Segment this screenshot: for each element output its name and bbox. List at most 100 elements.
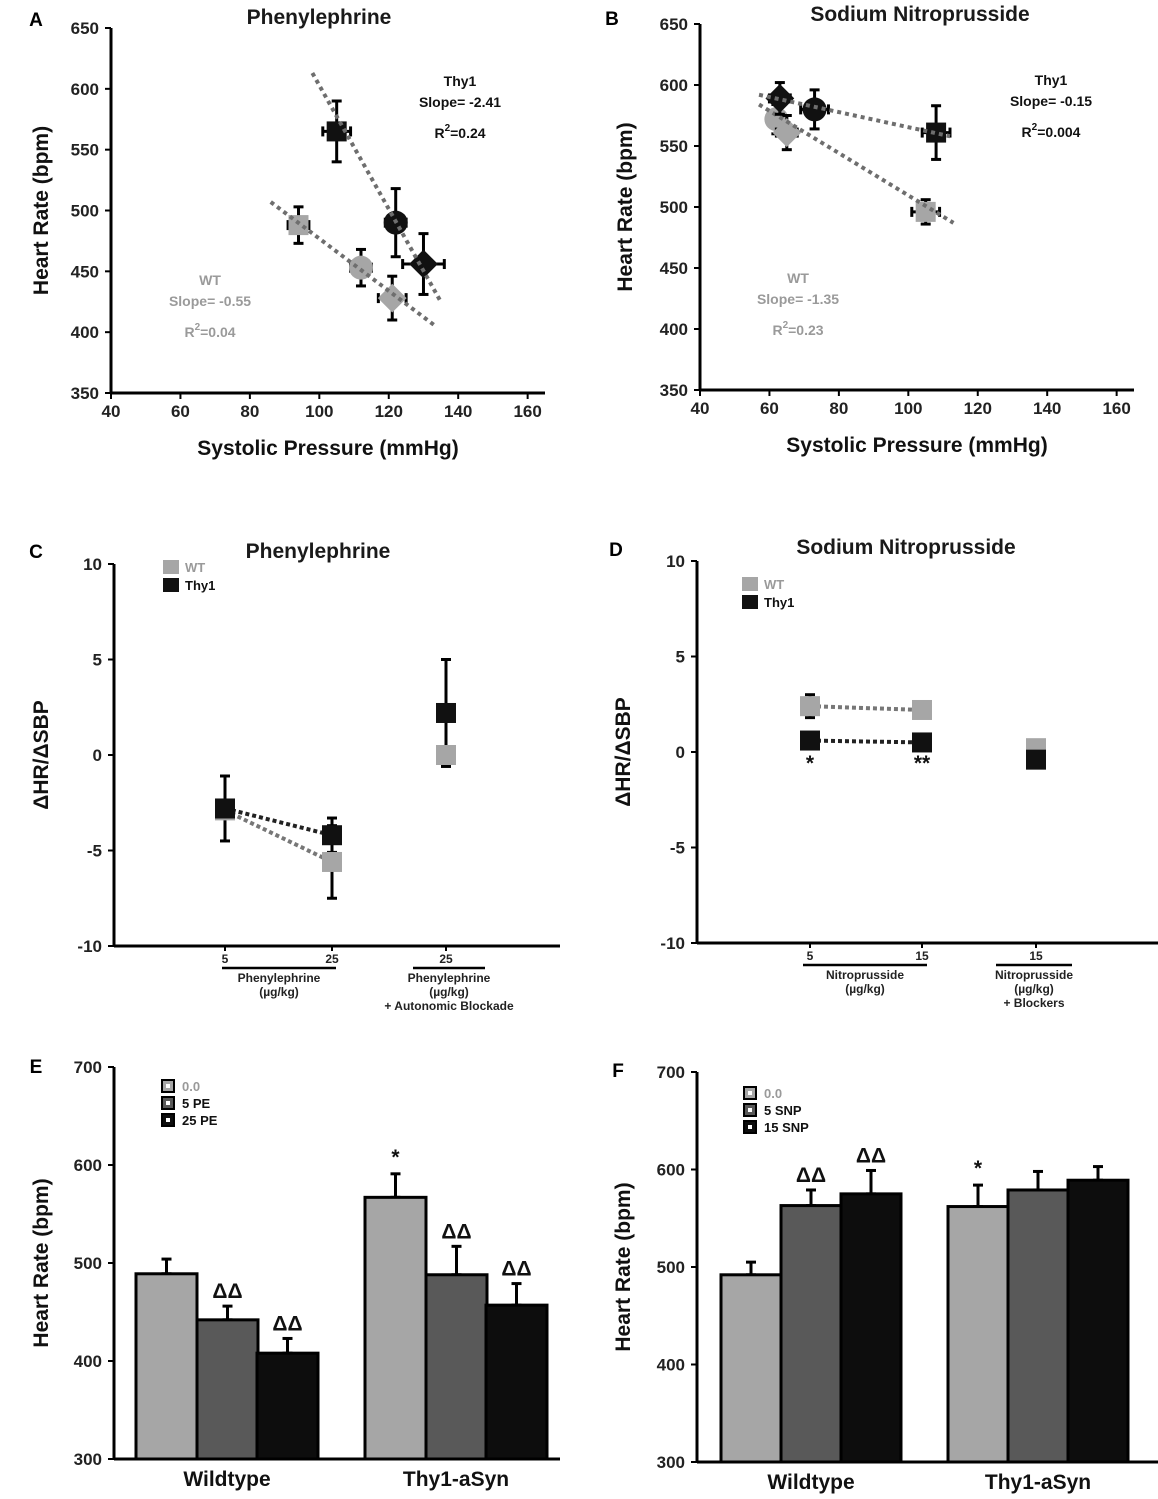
group-label: + Blockers [1003,996,1064,1010]
annotation-group-name: Thy1 [1035,72,1068,88]
bar-series: * [134,1146,428,1461]
x-tick-label: 140 [1033,399,1061,418]
r2-symbol: R [434,125,444,141]
legend-swatch [163,560,179,574]
annotation-slope: Slope= -2.41 [419,94,501,110]
data-point [912,699,932,720]
bar [719,1273,783,1464]
annotation-group-name: WT [199,272,221,288]
y-tick-label: 0 [93,746,102,765]
bar [195,1318,260,1461]
x-tick-label: 5 [222,952,229,966]
data-point [436,702,456,723]
bar [134,1272,199,1461]
series-markers-thy1 [215,702,456,846]
connect-line [809,738,923,745]
significance-mark: * [806,752,815,775]
r2-value: =0.24 [450,125,486,141]
data-point [436,745,456,765]
trend-line [310,72,443,303]
legend-swatch [742,595,758,609]
y-tick-label: 0 [676,743,685,762]
y-tick-label: 400 [657,1356,685,1375]
y-tick-label: 400 [71,323,99,342]
x-tick-label: 15 [915,949,929,963]
legend-swatch-center [748,1108,752,1112]
chart-title: Phenylephrine [246,540,391,563]
group-label: (µg/kg) [429,985,469,999]
y-tick-label: 600 [71,80,99,99]
x-tick-label: 120 [375,402,403,421]
x-category-label: Wildtype [183,1468,270,1491]
bar [255,1351,320,1461]
y-tick-label: 300 [657,1453,685,1472]
legend-label: 15 SNP [764,1120,809,1135]
legend-label: WT [764,577,784,592]
y-tick-label: -5 [670,839,685,858]
y-tick-label: 600 [74,1156,102,1175]
y-tick-label: 450 [660,259,688,278]
bar [1006,1188,1070,1464]
data-point [772,118,802,147]
annotation-group-name: WT [787,270,809,286]
y-tick-label: 5 [93,651,102,670]
data-point [409,249,438,279]
legend-label: 0.0 [764,1086,782,1101]
trend-line [758,92,951,139]
y-tick-label: 700 [657,1063,685,1082]
y-axis-label: Heart Rate (bpm) [30,126,53,295]
trend-line [269,200,436,327]
bar-series: * [719,1157,1010,1464]
x-tick-label: 140 [444,402,472,421]
x-axis-label: Systolic Pressure (mmHg) [197,437,458,460]
panel-e: E * ΔΔ ΔΔ ΔΔ ΔΔ 300 400 500 600 700 Wildtype Thy1-aS… [30,1057,560,1491]
y-tick-label: 700 [74,1058,102,1077]
x-tick-label: 100 [894,399,922,418]
bar [1066,1178,1130,1464]
legend-swatch [163,578,179,592]
x-tick-label: 60 [760,399,779,418]
series-wt: WT Slope= -1.35 R2=0.23 [757,102,955,338]
x-category-label: Wildtype [767,1471,854,1494]
legend-label: Thy1 [185,578,215,593]
significance-mark: ΔΔ [796,1164,826,1187]
trend-line [757,102,955,225]
y-tick-label: 550 [660,137,688,156]
y-tick-label: 500 [71,202,99,221]
chart-title: Sodium Nitroprusside [810,3,1029,26]
x-tick-label: 160 [1102,399,1130,418]
annotation-group-name: Thy1 [444,73,477,89]
legend-swatch [742,577,758,591]
bar [424,1273,489,1461]
data-point [326,121,347,142]
group-label: Phenylephrine [408,971,491,985]
series-markers-wt [215,745,456,872]
y-tick-label: 500 [660,198,688,217]
y-tick-label: 600 [660,76,688,95]
group-label: (µg/kg) [259,985,299,999]
bar [779,1204,843,1464]
x-tick-label: 60 [171,402,190,421]
y-tick-label: 650 [660,15,688,34]
legend-label: 25 PE [182,1113,218,1128]
group-label: Nitroprusside [995,968,1073,982]
x-tick-label: 40 [691,399,710,418]
bar [363,1195,428,1461]
significance-mark: * [974,1157,983,1180]
series-thy1: Thy1 Slope= -0.15 R2=0.004 [758,72,1092,161]
data-point [322,825,342,846]
group-label: (µg/kg) [845,982,885,996]
data-point [215,798,235,819]
bar [484,1303,549,1461]
bar-series: ΔΔ [839,1144,1130,1464]
y-axis-label: ΔHR/ΔSBP [30,700,53,810]
y-tick-label: -10 [660,934,685,953]
bar-series: ΔΔ ΔΔ [195,1220,489,1461]
legend-swatch-center [166,1118,170,1122]
r2-value: =0.23 [788,322,824,338]
r2-symbol: R [184,324,194,340]
x-tick-label: 160 [513,402,541,421]
x-tick-label: 100 [305,402,333,421]
legend-swatch-center [166,1084,170,1088]
